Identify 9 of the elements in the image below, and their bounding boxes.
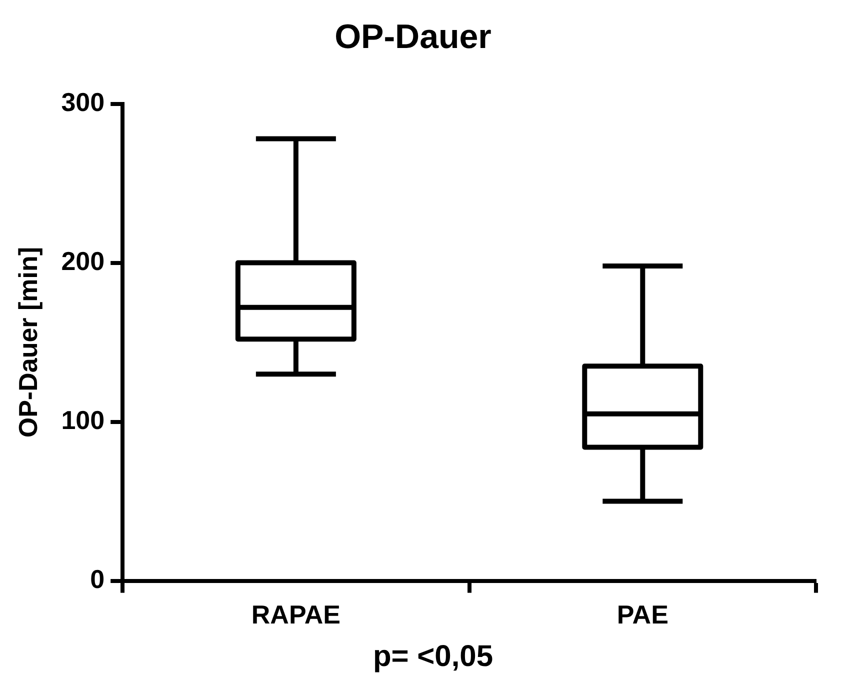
y-tick-label: 300 — [61, 86, 105, 117]
x-tick-label: RAPAE — [251, 600, 340, 630]
y-tick-label: 0 — [90, 564, 105, 594]
text: p= <0,05 — [372, 640, 494, 674]
chart-title: OP-Dauer — [334, 18, 492, 56]
y-tick-label: 100 — [61, 404, 105, 435]
y-tick-label: 200 — [61, 246, 105, 276]
y-axis-title: OP-Dauer [min] — [12, 246, 43, 438]
x-tick-label: PAE — [616, 600, 668, 630]
